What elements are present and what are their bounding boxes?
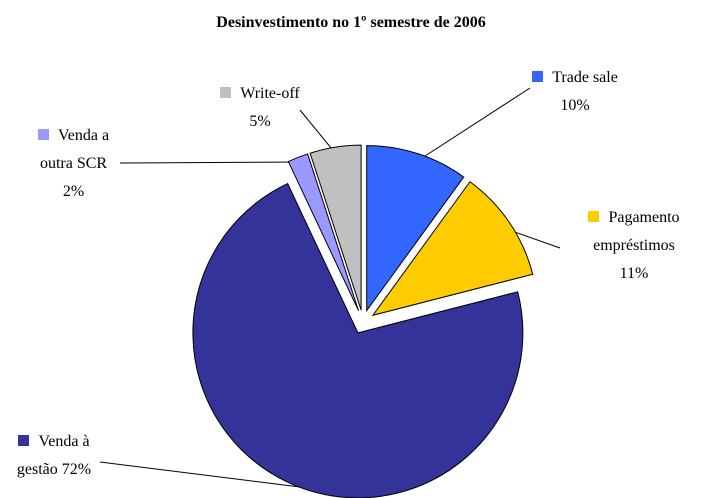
slice-label: Trade sale 10% xyxy=(520,64,630,120)
legend-swatch xyxy=(532,71,544,82)
value-label: 5% xyxy=(249,113,271,130)
category-label: Trade sale xyxy=(552,69,618,86)
legend-swatch xyxy=(18,435,30,446)
slice-label: Venda à gestão 72% xyxy=(4,428,104,484)
category-label: Write-off xyxy=(240,85,300,102)
category-label: Venda a outra SCR xyxy=(39,127,110,172)
legend-swatch xyxy=(37,129,49,140)
slice-label: Write-off 5% xyxy=(205,80,315,136)
leader-line xyxy=(299,109,337,155)
pie-slice xyxy=(366,145,465,313)
slice-label: Venda a outra SCR 2% xyxy=(26,122,121,206)
value-label: 72% xyxy=(61,461,92,478)
value-label: 11% xyxy=(619,265,649,282)
pie-slice xyxy=(371,181,534,317)
leader-line xyxy=(421,87,531,159)
pie-slice xyxy=(192,182,524,498)
pie-slice xyxy=(287,153,360,312)
legend-swatch xyxy=(220,87,232,98)
leader-line xyxy=(99,461,301,488)
category-label: Pagamento empréstimos xyxy=(593,209,680,254)
chart-title: Desinvestimento no 1º semestre de 2006 xyxy=(216,14,486,31)
category-label: Venda à gestão xyxy=(16,433,90,478)
legend-swatch xyxy=(588,211,600,222)
slice-label: Pagamento empréstimos 11% xyxy=(567,204,701,288)
value-label: 2% xyxy=(62,183,85,200)
leader-line xyxy=(119,161,306,164)
pie-slice xyxy=(309,144,362,311)
value-label: 10% xyxy=(560,97,590,114)
